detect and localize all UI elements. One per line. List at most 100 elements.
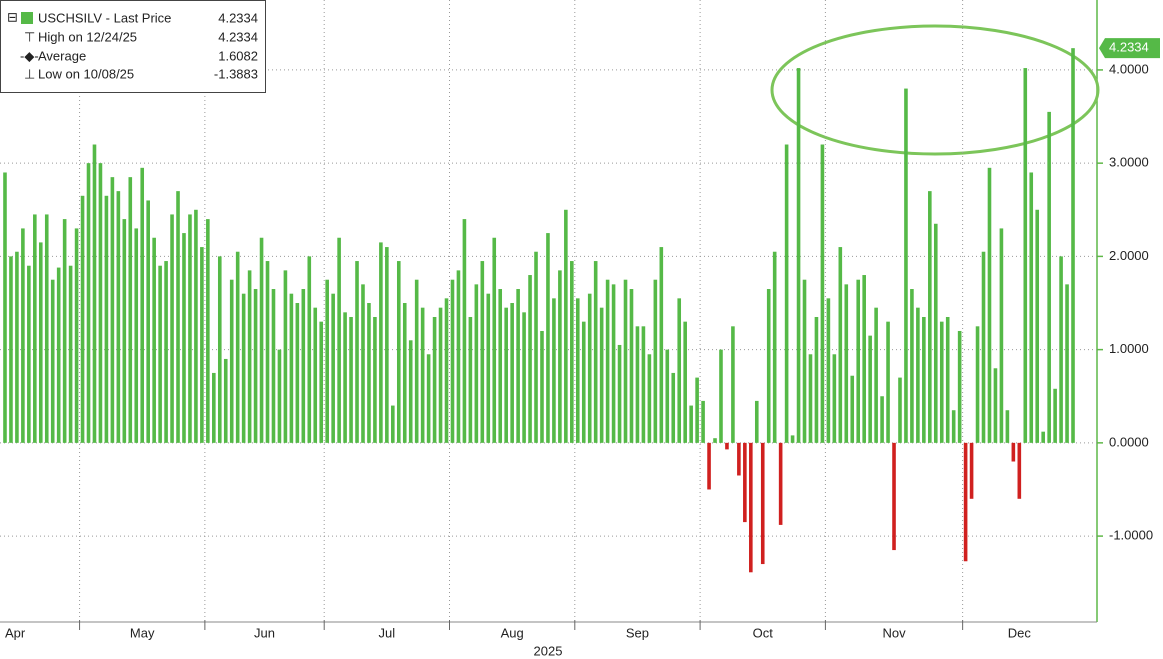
bar — [1065, 284, 1069, 443]
bar — [784, 144, 789, 443]
bar — [480, 261, 485, 443]
bar — [9, 256, 13, 443]
bar — [241, 293, 246, 443]
bar — [766, 289, 771, 443]
bar — [355, 261, 359, 443]
bar — [343, 312, 347, 443]
bar — [969, 442, 974, 499]
bar — [50, 279, 55, 443]
bar — [396, 261, 401, 443]
bar — [587, 293, 592, 443]
legend: ⊟ USCHSILV - Last Price 4.2334 ⊤ High on… — [0, 0, 266, 93]
bar — [689, 405, 693, 443]
bar — [1035, 209, 1040, 443]
legend-collapse: ⊟ — [7, 9, 18, 24]
bar — [295, 303, 300, 443]
bar — [444, 298, 449, 443]
bar — [1047, 111, 1051, 443]
bar — [641, 326, 646, 443]
x-tick-label: Jul — [379, 625, 396, 640]
bar — [647, 354, 652, 443]
bar — [128, 177, 133, 443]
bar — [68, 265, 73, 443]
bar — [975, 326, 980, 443]
bar — [558, 270, 562, 443]
bar — [229, 279, 234, 443]
bar — [158, 265, 162, 443]
bar — [92, 144, 97, 443]
x-tick-label: Nov — [882, 625, 906, 640]
bar — [605, 279, 610, 443]
bar — [104, 195, 109, 443]
bar — [331, 293, 335, 443]
bar — [719, 349, 723, 443]
bar — [910, 289, 914, 443]
x-tick-label: May — [130, 625, 155, 640]
legend-value: 1.6082 — [218, 48, 258, 63]
bar — [80, 195, 85, 443]
bar — [325, 279, 329, 443]
bar — [701, 400, 705, 443]
bar — [498, 289, 503, 443]
bar — [671, 372, 676, 443]
legend-label: High on 12/24/25 — [38, 29, 137, 44]
bar — [510, 303, 514, 443]
bar — [307, 256, 312, 443]
bar — [1011, 442, 1016, 462]
bar — [922, 316, 926, 443]
bar — [516, 289, 520, 443]
bar — [289, 293, 294, 443]
y-tick-label: 4.0000 — [1109, 61, 1149, 76]
bar — [56, 267, 61, 443]
bar — [707, 442, 711, 490]
legend-label: Average — [38, 48, 86, 63]
bar — [850, 375, 855, 443]
bar — [1017, 442, 1022, 499]
bar — [408, 340, 413, 443]
bar — [593, 261, 598, 443]
x-tick-label: Dec — [1008, 625, 1032, 640]
bar — [367, 303, 371, 443]
bar — [349, 316, 353, 443]
bar — [319, 321, 324, 443]
bar — [468, 316, 473, 443]
bar — [462, 219, 467, 443]
bar — [27, 265, 31, 443]
last-price-tag — [1099, 38, 1160, 59]
bar — [235, 251, 240, 443]
bar — [223, 358, 228, 443]
x-tick-label: Aug — [501, 625, 524, 640]
bar — [313, 307, 318, 443]
bar — [838, 247, 843, 443]
bar — [528, 275, 532, 443]
bar — [945, 316, 950, 443]
legend-label: USCHSILV - Last Price — [38, 10, 171, 25]
bar — [188, 214, 192, 443]
bar — [611, 284, 616, 443]
x-tick-label: Jun — [254, 625, 275, 640]
bar — [754, 400, 759, 443]
legend-value: -1.3883 — [214, 66, 258, 81]
bar — [575, 298, 580, 443]
bar — [957, 330, 962, 443]
bar — [247, 270, 252, 443]
bar — [1029, 172, 1034, 443]
bar — [206, 219, 210, 443]
bar — [892, 442, 896, 551]
bar — [98, 163, 103, 443]
bar — [653, 279, 658, 443]
bar — [217, 256, 222, 443]
legend-value: 4.2334 — [218, 10, 258, 25]
bar — [552, 298, 556, 443]
bar — [933, 223, 938, 443]
bar — [820, 144, 825, 443]
bar — [391, 405, 395, 443]
bar — [534, 251, 538, 443]
bar — [253, 289, 258, 443]
bar — [432, 316, 437, 443]
y-tick-label: 2.0000 — [1109, 248, 1149, 263]
bar — [456, 270, 461, 443]
bar — [731, 326, 735, 443]
bar — [3, 172, 7, 443]
bar — [21, 228, 25, 443]
